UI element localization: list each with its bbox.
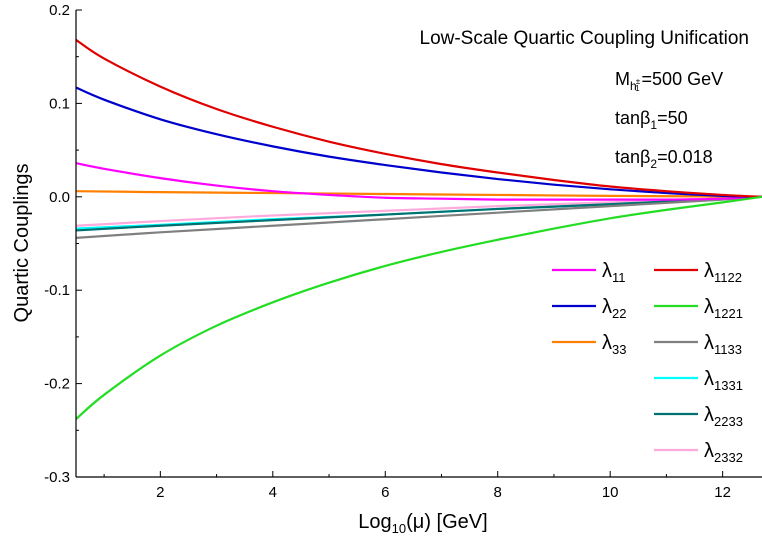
y-tick-label: 0.1 [49,95,70,112]
legend-label-lambda-1221: λ1221 [704,296,743,321]
x-tick-label: 10 [602,484,619,501]
x-tick-label: 6 [381,484,389,501]
legend-label-lambda-1122: λ1122 [704,260,742,285]
legend-label-lambda-1331: λ1331 [704,368,743,393]
annotation-tanbeta2: tanβ2=0.018 [615,147,713,171]
series-layer [76,38,762,420]
chart-annotation-title: Low-Scale Quartic Coupling Unification [420,28,750,49]
y-tick-label: -0.3 [44,469,70,486]
series-line-lambda-33 [76,190,762,198]
x-tick-label: 12 [714,484,731,501]
legend-label-lambda-33: λ33 [602,332,626,357]
y-tick-label: -0.1 [44,282,70,299]
series-line-lambda-1133 [76,195,762,239]
y-tick-label: 0.2 [49,2,70,19]
y-tick-label: 0.0 [49,189,70,206]
legend: λ11 λ22 λ33 λ1122 λ1221 λ1133 λ1331 λ2233 λ2332 [552,260,743,465]
annotation-mass: Mh± 1 =500 GeV [615,69,723,93]
series-line-lambda-1122 [76,38,762,198]
series-line-lambda-2233 [76,195,762,232]
axes [75,9,762,478]
x-tick-label: 2 [156,484,164,501]
legend-label-lambda-11: λ11 [602,260,626,285]
x-tick-label: 4 [269,484,277,501]
series-line-lambda-22 [76,86,762,198]
series-line-lambda-1221 [76,195,762,420]
y-tick-label: -0.2 [44,376,70,393]
tick-labels: 2 4 6 8 10 12 0.2 0.1 0.0 -0.1 -0.2 -0.3 [44,2,731,501]
y-axis-label: Quartic Couplings [11,164,33,323]
x-tick-label: 8 [494,484,502,501]
series-line-lambda-11 [76,162,762,201]
annotation-tanbeta1: tanβ1=50 [615,108,688,132]
legend-label-lambda-2332: λ2332 [704,440,743,465]
x-axis-label: Log10(μ) [GeV] [358,511,487,536]
legend-label-lambda-22: λ22 [602,296,626,321]
legend-label-lambda-1133: λ1133 [704,332,742,357]
legend-label-lambda-2233: λ2233 [704,404,743,429]
